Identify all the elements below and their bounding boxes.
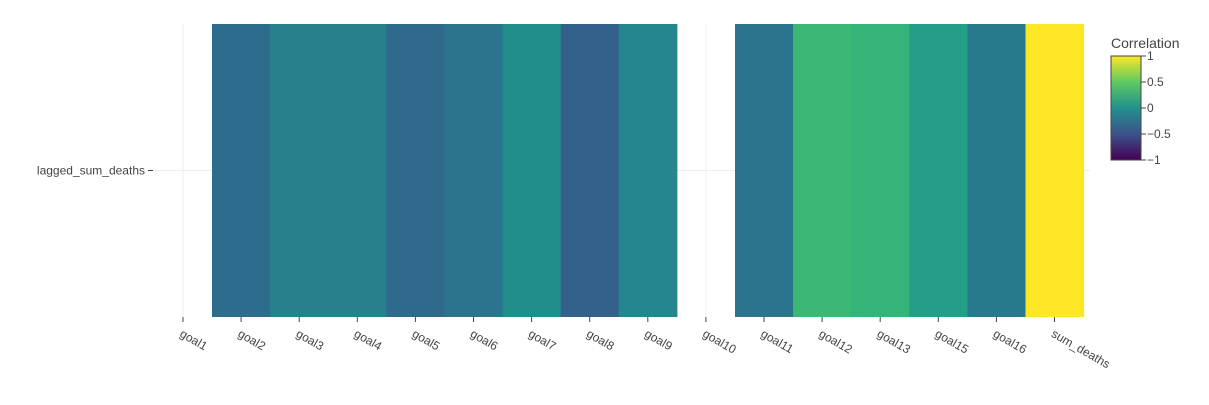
x-axis: goal1 goal2 goal3 goal4 goal5 goal6 goal7 goal8… [178,317,1113,371]
x-tick-label: goal10 [700,326,738,356]
colorbar-tick-label: 1 [1147,49,1154,63]
x-tick-label: goal11 [759,326,797,356]
colorbar-tick-label: 0.5 [1147,75,1164,89]
heatmap-cell-goal9[interactable] [618,24,678,317]
x-tick-label: goal4 [352,326,385,353]
x-tick-label: goal15 [933,326,971,356]
heatmap-cell-goal15[interactable] [909,24,968,317]
colorbar: Correlation 1 0.5 0 −0.5 −1 [1110,35,1179,167]
x-tick-label: goal12 [817,326,855,356]
colorbar-tick-label: 0 [1147,101,1154,115]
heatmap-cells [212,24,1085,317]
x-tick-label: goal8 [584,326,617,353]
heatmap-cell-goal7[interactable] [502,24,562,317]
heatmap-cell-goal8[interactable] [560,24,620,317]
y-tick-label: lagged_sum_deaths [37,164,145,178]
colorbar-tick-label: −1 [1147,153,1161,167]
x-tick-label: goal6 [468,326,501,353]
x-tick-label: goal13 [875,326,913,356]
x-tick-label: goal7 [526,326,559,353]
x-tick-label: goal9 [642,326,675,353]
colorbar-tick-label: −0.5 [1147,127,1171,141]
heatmap-cell-goal6[interactable] [444,24,503,317]
x-tick-label: goal16 [991,326,1029,356]
colorbar-gradient [1110,55,1142,161]
heatmap-cell-sum_deaths[interactable] [1025,24,1085,317]
heatmap-cell-goal12[interactable] [793,24,852,317]
y-axis: lagged_sum_deaths [37,164,153,178]
heatmap-cell-goal11[interactable] [735,24,794,317]
heatmap-cell-goal13[interactable] [851,24,910,317]
heatmap-cell-goal4[interactable] [328,24,387,317]
x-tick-label: goal5 [410,326,443,353]
x-tick-label: sum_deaths [1049,326,1113,371]
heatmap-cell-goal3[interactable] [270,24,329,317]
heatmap-cell-goal5[interactable] [386,24,445,317]
heatmap-cell-goal2[interactable] [212,24,271,317]
x-tick-label: goal1 [178,326,211,353]
colorbar-title: Correlation [1111,35,1179,51]
heatmap-cell-goal16[interactable] [967,24,1026,317]
x-tick-label: goal3 [294,326,327,353]
x-tick-label: goal2 [236,326,269,353]
